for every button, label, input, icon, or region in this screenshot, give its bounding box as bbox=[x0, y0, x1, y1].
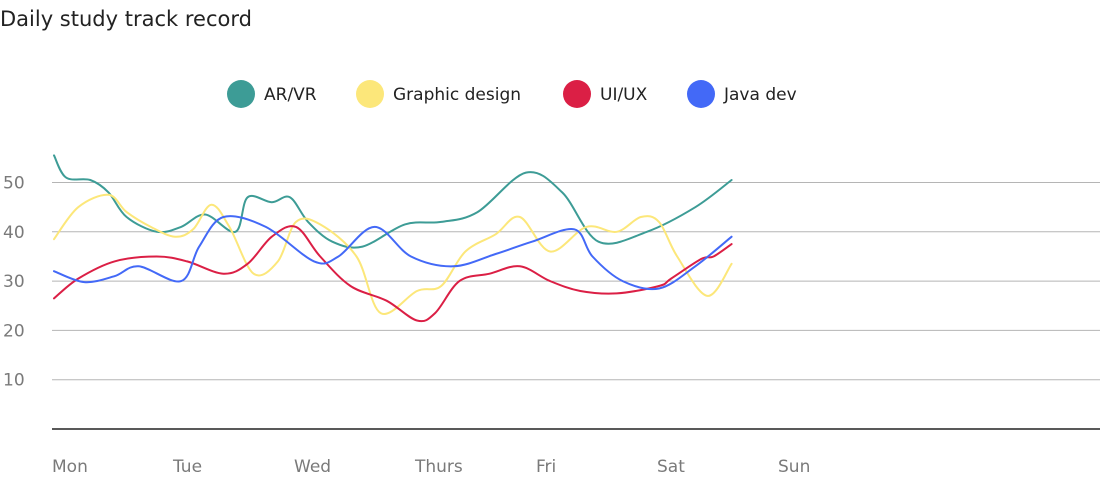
legend-swatch bbox=[687, 80, 715, 108]
x-tick-label: Wed bbox=[294, 457, 331, 477]
grid-lines bbox=[52, 182, 1100, 381]
y-tick-label: 10 bbox=[3, 371, 25, 391]
legend-label: UI/UX bbox=[600, 85, 648, 105]
legend: AR/VR Graphic design UI/UX Java dev bbox=[227, 80, 797, 108]
x-tick-label: Tue bbox=[172, 457, 202, 477]
chart-title: Daily study track record bbox=[0, 7, 252, 31]
x-tick-label: Sun bbox=[778, 457, 810, 477]
y-tick-label: 30 bbox=[3, 272, 25, 292]
x-tick-label: Mon bbox=[52, 457, 88, 477]
legend-item: AR/VR bbox=[227, 80, 317, 108]
x-tick-label: Thurs bbox=[414, 457, 463, 477]
legend-item: Graphic design bbox=[356, 80, 521, 108]
legend-swatch bbox=[227, 80, 255, 108]
legend-label: Java dev bbox=[723, 85, 797, 105]
series-line-java-dev bbox=[53, 215, 733, 291]
legend-item: Java dev bbox=[687, 80, 797, 108]
y-axis-ticks: 10 20 30 40 50 bbox=[3, 174, 25, 391]
legend-label: Graphic design bbox=[393, 85, 521, 105]
x-axis-ticks: Mon Tue Wed Thurs Fri Sat Sun bbox=[52, 457, 810, 477]
legend-swatch bbox=[563, 80, 591, 108]
series-line-ar-vr bbox=[53, 154, 733, 249]
y-tick-label: 20 bbox=[3, 321, 25, 341]
series-line-ui-ux bbox=[53, 225, 733, 323]
x-tick-label: Sat bbox=[657, 457, 685, 477]
legend-swatch bbox=[356, 80, 384, 108]
plot-area bbox=[53, 154, 733, 323]
legend-label: AR/VR bbox=[264, 85, 317, 105]
series-line-graphic-design bbox=[53, 193, 733, 315]
legend-item: UI/UX bbox=[563, 80, 648, 108]
x-tick-label: Fri bbox=[536, 457, 556, 477]
y-tick-label: 50 bbox=[3, 174, 25, 194]
y-tick-label: 40 bbox=[3, 223, 25, 243]
